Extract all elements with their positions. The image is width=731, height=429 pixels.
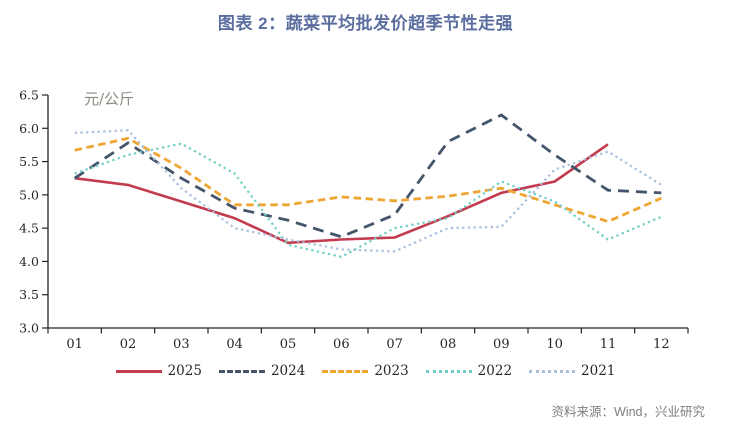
legend-item-2024: 2024 <box>218 363 306 379</box>
chart-legend: 2025 2024 2023 2022 2021 <box>0 363 731 379</box>
legend-label-2024: 2024 <box>270 363 306 379</box>
legend-item-2025: 2025 <box>115 363 202 379</box>
legend-line-sample-2024 <box>218 369 265 373</box>
x-tick-label: 02 <box>120 337 137 352</box>
x-tick-label: 09 <box>493 337 510 352</box>
series-line-2024 <box>73 113 662 239</box>
x-tick-label: 01 <box>66 337 83 352</box>
x-tick-label: 06 <box>333 337 350 352</box>
y-tick-label: 4.0 <box>19 254 39 269</box>
legend-item-2023: 2023 <box>322 363 409 379</box>
source-note: 资料来源：Wind，兴业研究 <box>551 405 705 419</box>
y-tick-label: 5.0 <box>19 187 39 202</box>
legend-label-2022: 2022 <box>477 363 513 379</box>
x-tick-label: 03 <box>173 337 190 352</box>
legend-item-2021: 2021 <box>529 363 615 379</box>
y-tick-label: 6.0 <box>19 121 39 136</box>
legend-label-2025: 2025 <box>167 363 202 379</box>
y-tick-label: 5.5 <box>19 154 39 169</box>
x-tick-label: 08 <box>440 337 457 352</box>
legend-label-2023: 2023 <box>374 363 409 379</box>
x-tick-label: 10 <box>546 337 563 352</box>
chart-title: 图表 2：蔬菜平均批发价超季节性走强 <box>217 14 514 33</box>
x-tick-label: 05 <box>280 337 297 352</box>
x-tick-label: 11 <box>600 337 617 352</box>
legend-line-sample-2025 <box>115 369 162 373</box>
y-tick-label: 3.0 <box>19 321 39 336</box>
y-axis-unit-label: 元/公斤 <box>84 90 135 108</box>
y-tick-label: 6.5 <box>19 88 39 103</box>
legend-line-sample-2023 <box>322 369 369 373</box>
legend-line-sample-2022 <box>425 369 472 373</box>
series-line-2021 <box>74 129 662 253</box>
legend-item-2022: 2022 <box>425 363 513 379</box>
y-tick-label: 3.5 <box>19 287 39 302</box>
y-tick-label: 4.5 <box>19 221 39 236</box>
legend-label-2021: 2021 <box>581 363 616 379</box>
legend-line-sample-2021 <box>529 369 576 373</box>
x-tick-label: 12 <box>653 337 670 352</box>
x-tick-label: 04 <box>226 337 243 352</box>
x-tick-label: 07 <box>386 337 403 352</box>
series-line-2023 <box>74 136 662 223</box>
